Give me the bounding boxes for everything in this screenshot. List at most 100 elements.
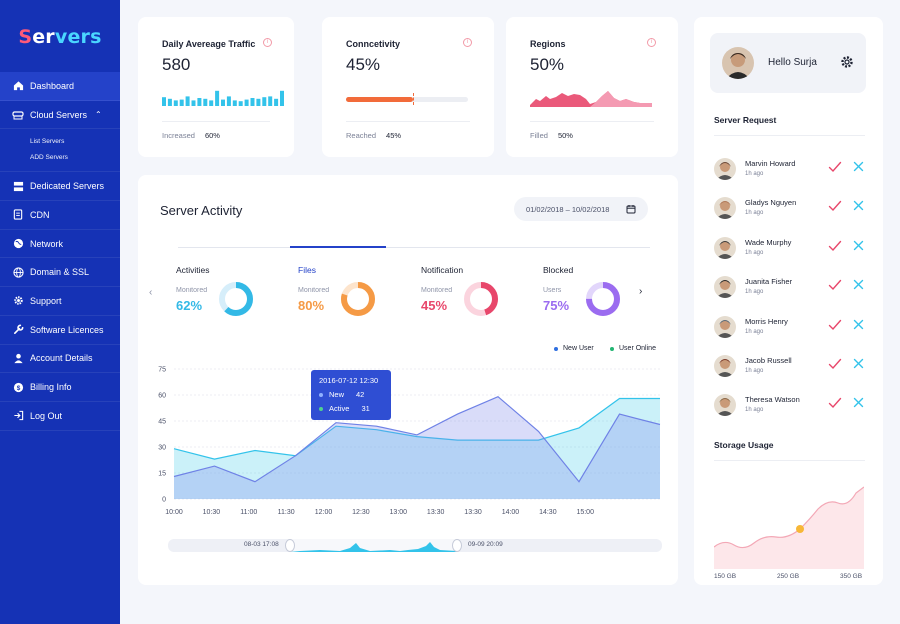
close-icon[interactable] (853, 161, 864, 172)
info-icon[interactable]: i (463, 38, 472, 47)
range-handle-left[interactable] (285, 539, 295, 552)
sidebar-item-log-out[interactable]: Log Out (0, 402, 120, 431)
traffic-bar (167, 98, 172, 106)
avatar[interactable] (714, 236, 736, 259)
legend-label: User Online (619, 345, 656, 352)
traffic-bar (179, 99, 184, 106)
avatar[interactable] (722, 47, 754, 79)
legend-item[interactable]: New User (554, 345, 594, 352)
close-icon[interactable] (853, 240, 864, 251)
request-time: 1h ago (745, 171, 764, 177)
document-icon (12, 209, 24, 221)
app-logo[interactable]: Servers (0, 26, 120, 48)
sidebar-item-software-licences[interactable]: Software Licences (0, 316, 120, 345)
divider (162, 121, 270, 122)
requester-name: Morris Henry (745, 316, 788, 326)
stat-value: 62% (176, 298, 203, 313)
close-icon[interactable] (853, 319, 864, 330)
chart-tooltip: 2016-07-12 12:30 New 42 Active 31 (311, 370, 391, 420)
donut-arc (464, 282, 498, 316)
check-icon[interactable] (828, 397, 842, 409)
globe-icon (12, 238, 24, 250)
legend-item[interactable]: User Online (610, 345, 656, 352)
x-tick-label: 11:30 (278, 509, 295, 516)
traffic-bar (268, 96, 273, 106)
sidebar-item-dashboard[interactable]: Dashboard (0, 72, 120, 101)
legend-label: New User (563, 345, 594, 352)
avatar[interactable] (714, 315, 736, 338)
request-time: 1h ago (745, 328, 764, 335)
gear-icon[interactable] (840, 55, 854, 69)
range-handle-right[interactable] (452, 539, 462, 552)
request-row: Jacob Russell 1h ago (714, 352, 870, 382)
check-icon[interactable] (828, 200, 842, 212)
close-icon[interactable] (853, 358, 864, 369)
range-slider[interactable]: 08-03 17:08 09-09 20:09 (168, 539, 662, 552)
date-range-picker[interactable]: 01/02/2018 – 10/02/2018 (514, 197, 648, 221)
avatar[interactable] (714, 394, 736, 417)
sidebar-item-dedicated-servers[interactable]: Dedicated Servers (0, 172, 120, 202)
tooltip-dot (319, 406, 323, 411)
avatar[interactable] (714, 355, 736, 377)
sidebar-item-account-details[interactable]: Account Details (0, 345, 120, 374)
request-row: Theresa Watson 1h ago (714, 391, 870, 421)
check-icon[interactable] (828, 319, 842, 331)
stat-blocked[interactable]: Blocked Users 75% (543, 265, 653, 316)
divider (346, 121, 470, 122)
check-icon[interactable] (828, 279, 842, 291)
chevron-right-icon[interactable]: › (639, 286, 643, 297)
sidebar-item-cloud-servers[interactable]: Cloud Servers ⌃ (0, 101, 120, 130)
stat-label: Files (298, 265, 316, 275)
traffic-bar (274, 98, 279, 106)
sidebar-item-cdn[interactable]: CDN (0, 201, 120, 230)
check-icon[interactable] (828, 240, 842, 252)
check-icon[interactable] (828, 161, 842, 173)
chevron-up-icon[interactable]: ⌃ (95, 110, 102, 120)
range-end-label: 09-09 20:09 (468, 541, 503, 548)
logo-letter: er (32, 26, 55, 48)
avatar[interactable] (714, 158, 736, 180)
kpi-footer-label: Filled (530, 131, 548, 140)
tooltip-label: New (329, 390, 345, 399)
range-selection (290, 539, 457, 552)
request-row: Morris Henry 1h ago (714, 313, 870, 343)
sidebar-item-support[interactable]: Support (0, 287, 120, 316)
avatar[interactable] (714, 197, 736, 220)
check-icon[interactable] (828, 358, 842, 370)
sidebar-item-label: Software Licences (30, 324, 104, 335)
divider (714, 135, 865, 136)
chevron-left-icon[interactable]: ‹ (149, 287, 153, 298)
submenu-item-add-servers[interactable]: ADD Servers (30, 153, 68, 161)
close-icon[interactable] (853, 397, 864, 408)
info-icon[interactable]: i (647, 38, 656, 47)
avatar[interactable] (714, 276, 736, 299)
server-icon (12, 180, 24, 192)
dollar-icon: $ (12, 381, 24, 393)
storage-usage-chart: 150 GB 250 GB 350 GB (714, 435, 864, 585)
logo-letter: vers (54, 26, 102, 48)
kpi-card-traffic: Daily Avereage Traffic i 580 Increased 60… (138, 17, 294, 157)
tooltip-value: 31 (361, 404, 370, 413)
storage-axis-label: 250 GB (777, 573, 800, 580)
close-icon[interactable] (853, 279, 864, 290)
info-icon[interactable]: i (263, 38, 272, 47)
stat-notification[interactable]: Notification Monitored 45% (421, 265, 531, 316)
tooltip-row: New 42 (319, 390, 383, 399)
sidebar-item-network[interactable]: Network (0, 230, 120, 259)
traffic-bar (162, 97, 166, 106)
sidebar-item-label: Billing Info (30, 382, 72, 393)
series-line (173, 397, 660, 460)
sidebar-item-domain-ssl[interactable]: Domain & SSL (0, 258, 120, 288)
kpi-footer-label: Increased (162, 131, 195, 140)
stat-files[interactable]: Files Monitored 80% (298, 265, 408, 316)
kpi-title: Regions (530, 39, 566, 49)
request-time: 1h ago (745, 289, 764, 296)
x-tick-label: 13:00 (390, 509, 408, 516)
submenu-item-list-servers[interactable]: List Servers (30, 137, 65, 145)
storage-marker[interactable] (796, 525, 804, 533)
sidebar-item-billing-info[interactable]: $ Billing Info (0, 373, 120, 402)
stat-activities[interactable]: Activities Monitored 62% (176, 265, 286, 316)
donut-chart (464, 282, 498, 316)
request-time: 1h ago (745, 210, 764, 217)
close-icon[interactable] (853, 200, 864, 211)
